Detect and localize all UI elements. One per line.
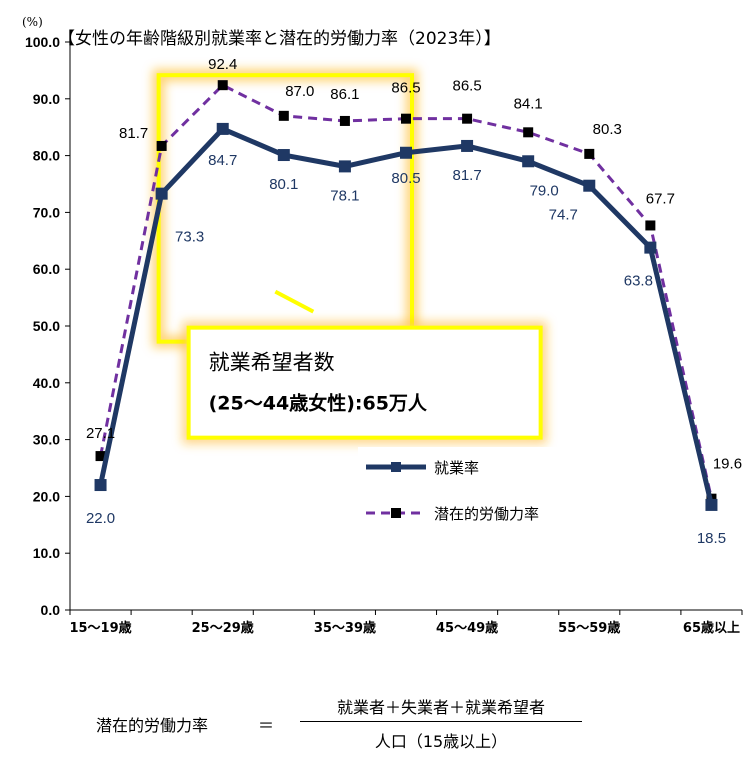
series-0-point: [644, 241, 657, 254]
y-tick-label: 100.0: [25, 34, 60, 50]
series-1-point: [339, 115, 350, 126]
series-1-point: [645, 220, 656, 231]
y-tick-label: 10.0: [33, 545, 60, 561]
y-tick-label: 90.0: [33, 91, 60, 107]
legend-swatch-marker-0: [391, 462, 401, 472]
chart-title: 【女性の年齢階級別就業率と潜在的労働力率（2023年）】: [58, 29, 501, 49]
potential-data-label: 86.1: [330, 86, 359, 103]
series-0-point: [216, 122, 229, 135]
employment-data-label: 74.7: [549, 207, 578, 224]
series-1-point: [156, 140, 167, 151]
annotation-line-1: 就業希望者数: [209, 351, 335, 375]
series-0-point: [94, 479, 107, 492]
series-0-point: [400, 146, 412, 159]
employment-data-label: 18.5: [697, 530, 726, 547]
x-tick-label: 45～49歳: [436, 620, 498, 636]
y-tick-label: 50.0: [33, 318, 60, 334]
potential-data-label: 92.4: [208, 56, 237, 73]
series-1-point: [584, 148, 595, 159]
y-tick-label: 70.0: [33, 204, 60, 220]
employment-data-label: 22.0: [86, 510, 115, 527]
axes: 0.0 10.0 20.0 30.0 40.0 50.0 60.0 70.0 80.0 90.0 1…: [25, 34, 743, 636]
legend-label-0: 就業率: [434, 459, 479, 477]
series-0-point: [461, 139, 474, 152]
employment-data-label: 73.3: [175, 229, 204, 246]
data-labels: 27.1 81.7 92.4 87.0 86.1 86.5 86.5 84.1 80.3 67.7…: [86, 56, 742, 547]
employment-data-label: 84.7: [208, 152, 237, 169]
legend-label-1: 潜在的労働力率: [434, 505, 539, 523]
y-tick-label: 40.0: [33, 375, 60, 391]
employment-data-label: 81.7: [452, 167, 481, 184]
potential-data-label: 81.7: [119, 125, 148, 142]
employment-data-label: 78.1: [330, 187, 359, 204]
y-tick-label: 30.0: [33, 432, 60, 448]
x-tick-label: 55～59歳: [558, 620, 620, 636]
y-axis-unit-label: (%): [22, 15, 43, 29]
y-tick-label: 0.0: [41, 602, 61, 618]
potential-data-label: 19.6: [713, 456, 742, 473]
potential-data-label: 86.5: [391, 80, 420, 97]
formula-denominator: 人口（15歳以上）: [374, 732, 508, 751]
series-layer: [94, 80, 718, 511]
formula: 潜在的労働力率 ＝ 就業者＋失業者＋就業希望者 人口（15歳以上）: [0, 690, 753, 760]
formula-left-term: 潜在的労働力率: [96, 716, 209, 735]
series-1-point: [523, 127, 534, 138]
x-tick-label: 65歳以上: [683, 620, 740, 636]
x-tick-label: 25～29歳: [192, 620, 254, 636]
series-1-point: [401, 113, 411, 124]
y-tick-label: 20.0: [33, 488, 60, 504]
x-tick-label: 15～19歳: [69, 620, 131, 636]
series-1-point: [217, 80, 228, 91]
employment-data-label: 79.0: [530, 182, 559, 199]
potential-data-label: 67.7: [646, 190, 675, 207]
formula-numerator: 就業者＋失業者＋就業希望者: [300, 694, 582, 722]
series-0-point: [277, 149, 290, 162]
highlight-group: 就業希望者数 (25～44歳女性):65万人: [152, 69, 547, 444]
series-1-point: [462, 113, 473, 124]
series-0-point: [705, 498, 718, 511]
employment-data-label: 80.1: [269, 176, 298, 193]
series-0-point: [155, 187, 168, 200]
annotation-connector: [274, 289, 315, 314]
y-tick-label: 60.0: [33, 261, 60, 277]
x-tick-label: 35～39歳: [314, 620, 376, 636]
potential-data-label: 84.1: [514, 95, 543, 112]
employment-data-label: 80.5: [391, 170, 420, 187]
formula-equals-sign: ＝: [258, 716, 275, 735]
potential-data-label: 87.0: [285, 83, 314, 100]
y-tick-label: 80.0: [33, 148, 60, 164]
potential-data-label: 27.1: [86, 425, 115, 442]
potential-data-label: 80.3: [593, 121, 622, 138]
series-0-point: [338, 160, 351, 173]
series-1-point: [278, 110, 289, 121]
series-0-point: [522, 155, 535, 168]
potential-data-label: 86.5: [452, 78, 481, 95]
legend-swatch-marker-1: [391, 508, 401, 518]
line-chart: 【女性の年齢階級別就業率と潜在的労働力率（2023年）】 (%) 0.0 10.0…: [22, 15, 743, 636]
annotation-box: [186, 325, 543, 440]
employment-data-label: 63.8: [624, 273, 653, 290]
annotation-line-2: (25～44歳女性):65万人: [209, 392, 428, 415]
series-0-point: [583, 179, 596, 192]
series-1-point: [95, 451, 106, 462]
